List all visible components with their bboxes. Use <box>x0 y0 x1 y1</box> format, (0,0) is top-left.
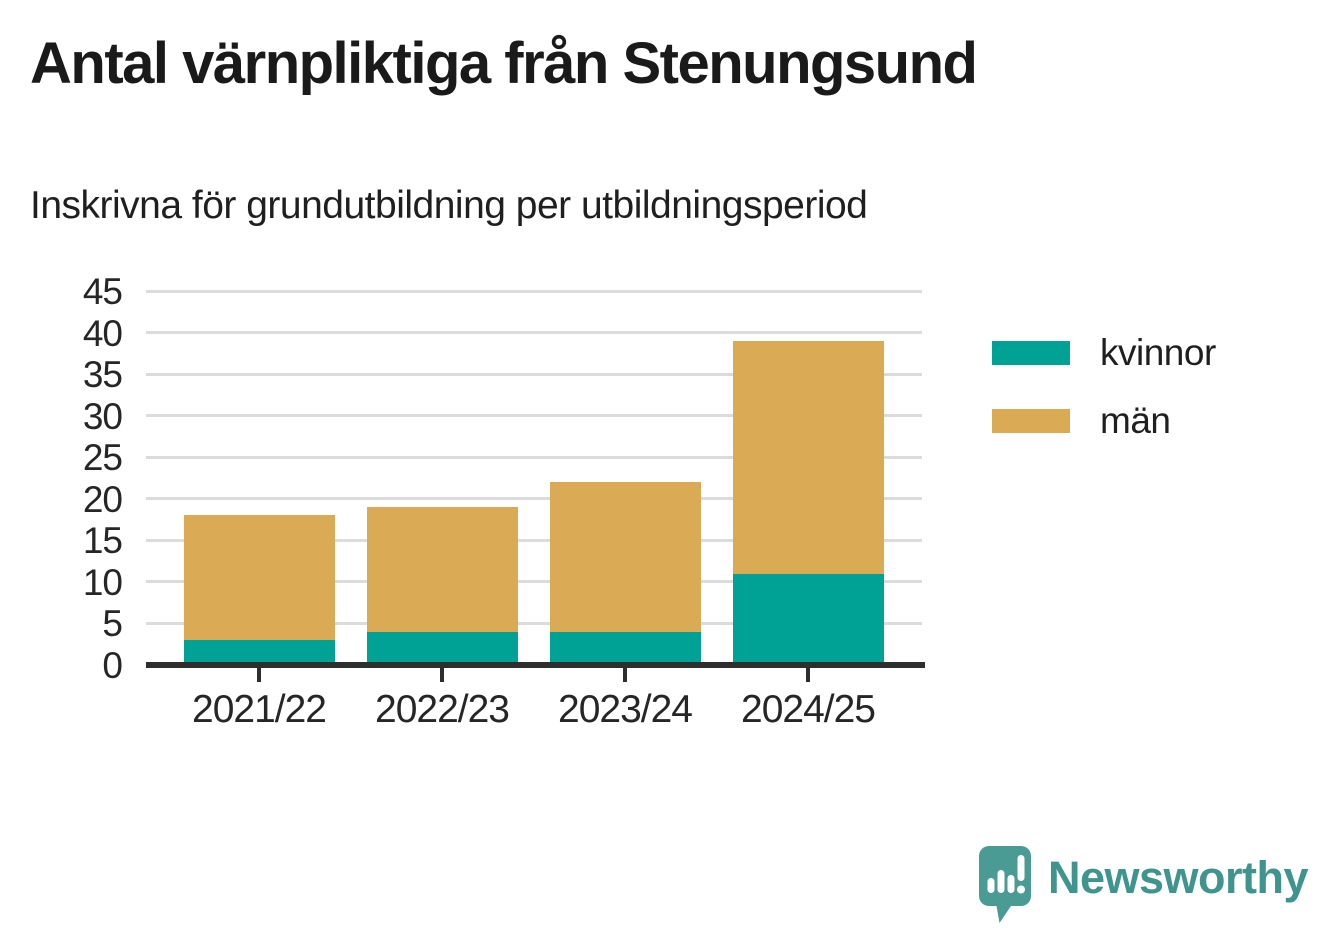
y-tick-label: 5 <box>102 603 123 645</box>
legend-item-män: män <box>992 402 1216 439</box>
bar-segment-män-2021/22 <box>183 515 335 641</box>
bar-segment-kvinnor-2021/22 <box>183 640 335 665</box>
x-tick-label: 2024/25 <box>741 688 876 731</box>
y-tick-label: 45 <box>82 271 123 312</box>
gridline <box>146 455 922 459</box>
x-tick-label: 2021/22 <box>192 688 327 731</box>
gridline <box>146 331 922 335</box>
gridline <box>146 289 922 293</box>
legend-label: kvinnor <box>1100 332 1216 373</box>
chart-title: Antal värnpliktiga från Stenungsund <box>30 31 978 96</box>
x-tick-label: 2023/24 <box>558 688 693 731</box>
chart-subtitle: Inskrivna för grundutbildning per utbild… <box>30 184 868 227</box>
y-tick-label: 10 <box>82 561 123 603</box>
y-tick-label: 0 <box>102 645 123 686</box>
y-tick-label: 20 <box>82 478 123 520</box>
legend-label: män <box>1100 400 1171 441</box>
y-tick-label: 15 <box>82 520 123 562</box>
x-tick <box>623 668 627 682</box>
bar-segment-män-2023/24 <box>549 482 701 632</box>
x-tick <box>257 668 261 682</box>
y-tick-label: 35 <box>82 354 123 396</box>
bar-segment-kvinnor-2022/23 <box>366 631 518 665</box>
x-tick <box>440 668 444 682</box>
bar-segment-kvinnor-2023/24 <box>549 631 701 665</box>
legend: kvinnor män <box>992 334 1216 439</box>
gridline <box>146 580 922 584</box>
gridline <box>146 497 922 501</box>
x-tick-label: 2022/23 <box>375 688 510 731</box>
gridline <box>146 372 922 376</box>
gridline <box>146 538 922 542</box>
gridline <box>146 414 922 418</box>
bar-segment-kvinnor-2024/25 <box>732 573 884 665</box>
y-tick-label: 25 <box>82 437 123 479</box>
y-tick-label: 30 <box>82 395 123 437</box>
newsworthy-logo-icon <box>979 846 1031 923</box>
legend-item-kvinnor: kvinnor <box>992 334 1216 371</box>
x-tick <box>806 668 810 682</box>
x-axis-line <box>146 662 925 668</box>
gridline <box>146 621 922 625</box>
bar-segment-män-2022/23 <box>366 507 518 632</box>
legend-swatch-män <box>992 408 1070 433</box>
brand-name: Newsworthy <box>1048 852 1309 903</box>
y-tick-label: 40 <box>82 312 123 354</box>
plot-area <box>146 289 922 665</box>
legend-swatch-kvinnor <box>992 340 1070 365</box>
brand: Newsworthy <box>978 845 1309 927</box>
bar-segment-män-2024/25 <box>732 340 884 574</box>
